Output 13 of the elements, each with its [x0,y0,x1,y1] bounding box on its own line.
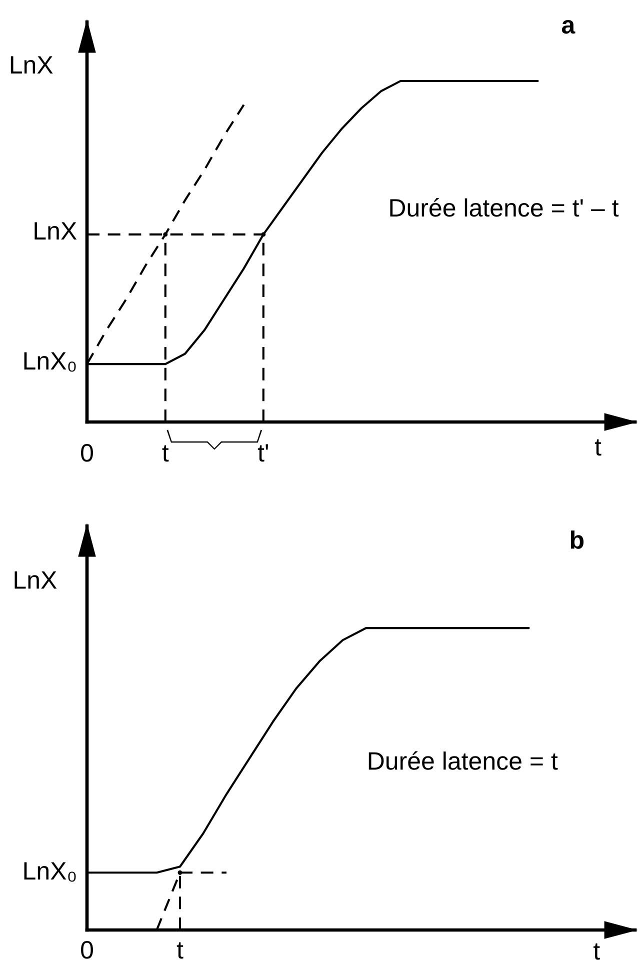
x-tick-label: 0 [81,444,93,462]
x-tick-label: t [162,445,169,462]
text: LnX₀ [24,352,76,372]
text: a [562,20,576,34]
annotation: Durée latence = t' – t [390,198,619,217]
text: b [570,530,584,549]
y-axis-title: LnX [14,571,57,589]
x-tick-label: 0 [81,941,93,959]
text: LnX [34,222,77,240]
annotation: LnX₀ [24,862,76,882]
annotation: Durée latence = t [368,751,558,770]
y-axis-title: LnX [10,56,53,74]
x-tick-label: t' [258,444,268,462]
